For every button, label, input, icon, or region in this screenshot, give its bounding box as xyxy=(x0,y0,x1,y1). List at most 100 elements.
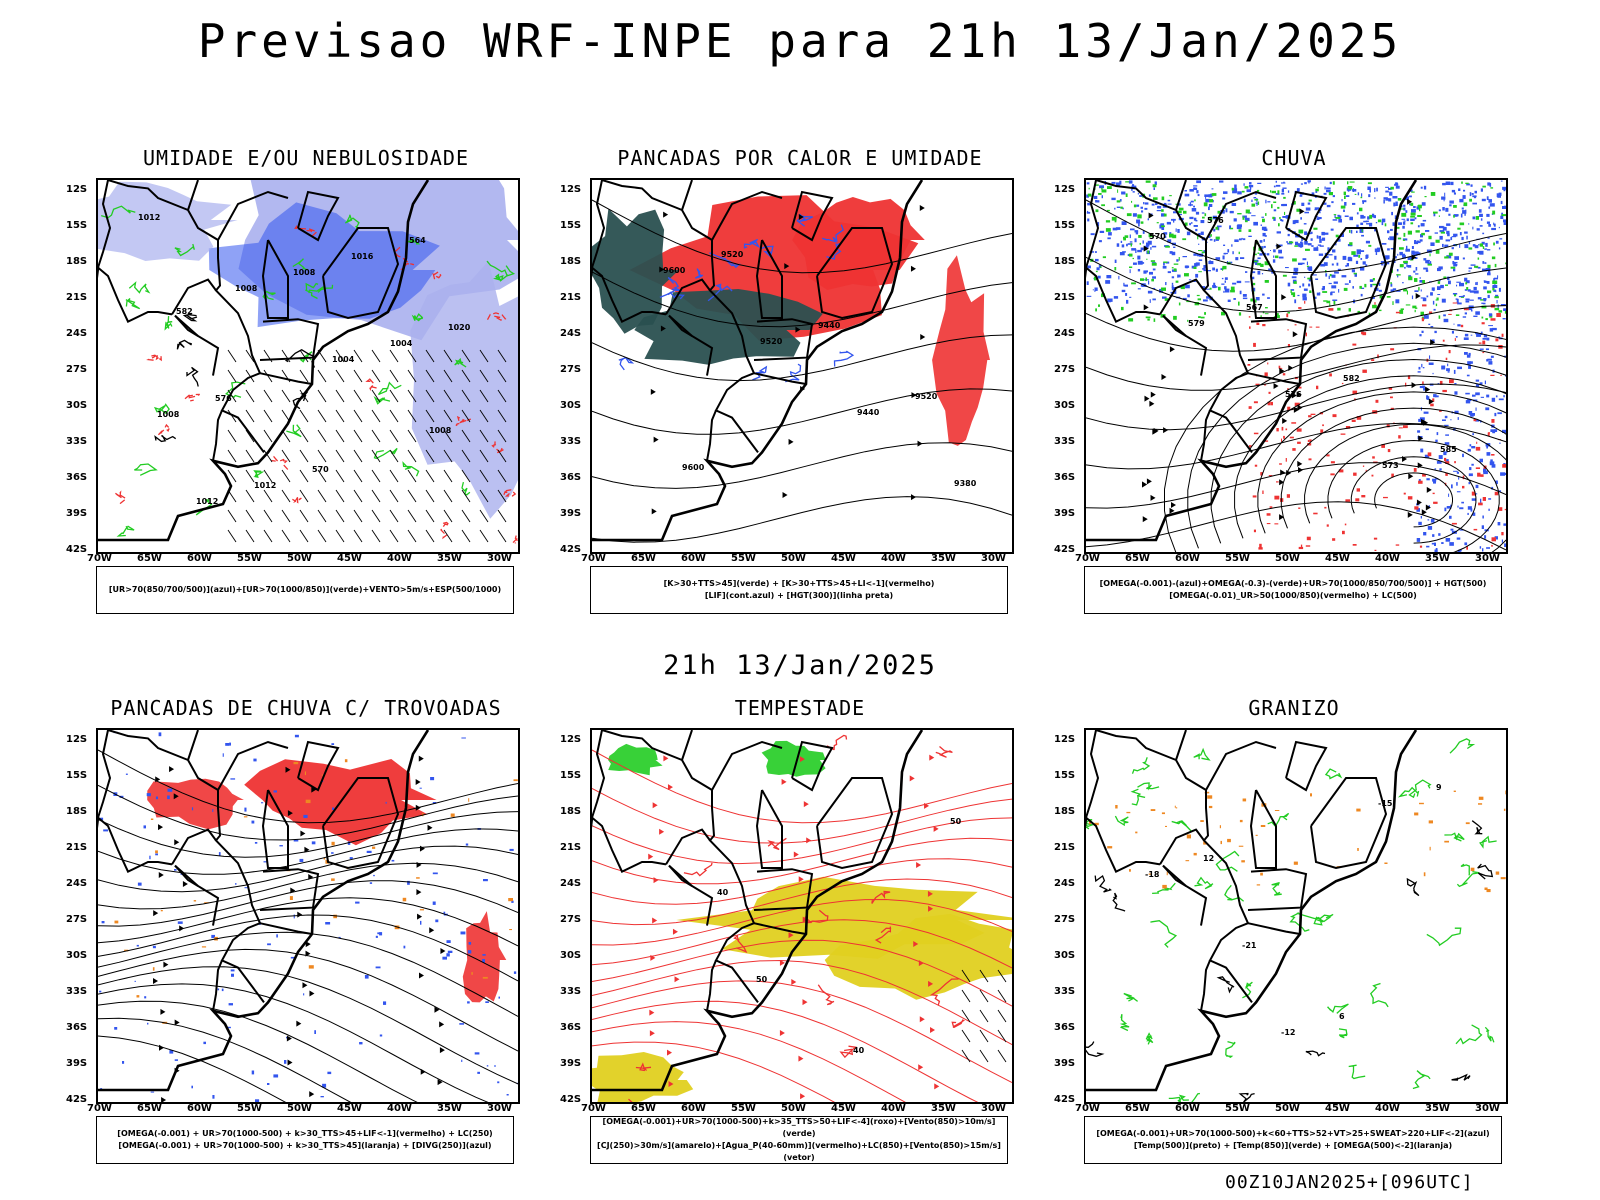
omega-ascent xyxy=(1434,542,1436,546)
political-border xyxy=(1086,816,1161,873)
omega500-strong xyxy=(1242,798,1247,802)
rain-humid-ascent xyxy=(1451,522,1457,525)
omega-ascent xyxy=(1347,188,1350,192)
omega-ascent xyxy=(1469,361,1473,364)
omega-strong-ascent xyxy=(1145,316,1151,319)
latitude-tick-label: 42S xyxy=(560,544,582,555)
longitude-tick-label: 50W xyxy=(1275,553,1300,564)
low-level-humidity-contour xyxy=(308,284,334,294)
omega-ascent xyxy=(1497,194,1501,198)
rain-humid-ascent xyxy=(1466,546,1468,550)
streamline-850-arrow xyxy=(919,1016,925,1023)
streamline-850-arrow xyxy=(663,755,669,762)
omega-ascent xyxy=(1468,352,1471,356)
streamline-850-arrow xyxy=(791,979,797,986)
omega-ascent xyxy=(1410,218,1415,221)
omega-strong-ascent xyxy=(1377,219,1382,223)
omega-ascent xyxy=(1451,236,1457,238)
rain-humid-ascent xyxy=(1253,401,1258,404)
omega-ascent xyxy=(1420,234,1423,238)
omega500-strong xyxy=(1200,820,1204,822)
rain-humid-ascent xyxy=(1490,374,1495,376)
omega-ascent xyxy=(1481,302,1484,304)
omega500-strong xyxy=(1094,822,1099,826)
omega-ascent xyxy=(1500,215,1504,219)
omega-ascent xyxy=(1479,546,1482,549)
omega-ascent xyxy=(1469,299,1474,301)
wind-vector xyxy=(371,349,381,363)
streamline-250-arrow xyxy=(309,1091,315,1098)
omega-ascent xyxy=(1171,276,1175,279)
omega-ascent xyxy=(1422,367,1425,369)
omega-ascent xyxy=(1411,209,1416,213)
omega-ascent xyxy=(1457,417,1459,420)
latitude-tick-label: 36S xyxy=(66,472,88,483)
omega-ascent xyxy=(1395,185,1400,189)
rain-humid-ascent xyxy=(1320,429,1324,433)
omega-strong-ascent xyxy=(1317,187,1319,189)
omega-ascent xyxy=(1468,482,1471,485)
omega-ascent xyxy=(1257,257,1261,260)
streamline-250 xyxy=(98,1035,287,1102)
omega-ascent xyxy=(1416,206,1420,210)
omega-ascent xyxy=(1187,294,1190,298)
omega-ascent xyxy=(1480,331,1483,335)
omega-ascent xyxy=(1130,228,1135,231)
omega-strong-ascent xyxy=(1490,187,1494,189)
longitude-tick-label: 35W xyxy=(931,553,956,564)
omega-ascent xyxy=(1111,181,1116,184)
omega-strong-ascent xyxy=(1333,214,1337,216)
thunderstorm-showers-legend: [OMEGA(-0.001) + UR>70(1000-500) + k>30_… xyxy=(96,1116,514,1164)
divergence-250 xyxy=(251,820,255,824)
wind-vector xyxy=(461,409,471,423)
streamline-850 xyxy=(592,1021,906,1102)
divergence-250 xyxy=(482,959,485,963)
contour-label: 9520 xyxy=(721,250,744,259)
wind-vector xyxy=(299,529,309,543)
omega500-strong xyxy=(1484,887,1488,890)
omega-ascent xyxy=(1086,182,1090,185)
hgt500-contour xyxy=(1187,342,1506,549)
divergence-250 xyxy=(369,882,373,884)
omega-ascent xyxy=(1154,181,1157,185)
omega-strong-ascent xyxy=(1148,233,1153,238)
omega-ascent xyxy=(1360,266,1365,271)
wind-vector xyxy=(353,449,363,463)
streamline-850-arrow xyxy=(806,837,812,844)
wind-vector xyxy=(425,509,435,523)
omega-ascent xyxy=(1253,197,1257,199)
omega-strong-ascent xyxy=(1265,307,1268,309)
contour-label: 9520 xyxy=(915,392,938,401)
precipitable-water-contour xyxy=(767,837,787,851)
divergence-250 xyxy=(144,996,147,999)
temp850-contour xyxy=(1426,927,1462,947)
omega-ascent xyxy=(1166,221,1171,225)
rain-humid-ascent xyxy=(1488,432,1490,434)
rain-humid-ascent xyxy=(1266,513,1271,516)
omega-ascent xyxy=(1397,253,1399,256)
divergence-250 xyxy=(231,973,234,977)
temp850-contour xyxy=(1271,881,1282,896)
omega-ascent xyxy=(1323,262,1328,266)
omega-ascent xyxy=(1469,444,1472,447)
omega-ascent xyxy=(1273,185,1276,188)
omega-ascent xyxy=(1319,292,1321,295)
hgt300-contour xyxy=(592,442,1012,489)
omega-strong-ascent xyxy=(1390,282,1392,285)
streamline-850 xyxy=(592,749,1012,824)
omega-ascent xyxy=(1438,455,1443,459)
wind-vector xyxy=(335,529,345,543)
low-level-humidity-contour xyxy=(411,313,424,322)
omega-ascent xyxy=(1456,482,1458,486)
omega-ascent xyxy=(1282,203,1287,207)
omega-strong-ascent xyxy=(1116,200,1121,203)
omega-ascent xyxy=(1235,257,1239,261)
omega-strong-ascent xyxy=(1482,185,1486,188)
omega-ascent xyxy=(1115,227,1121,230)
wind-vector xyxy=(461,509,471,523)
contour-label: 1004 xyxy=(332,355,355,364)
wind-vector xyxy=(425,529,435,543)
omega-ascent xyxy=(1489,328,1494,332)
rain-humid-ascent xyxy=(1262,490,1264,494)
wind-vector xyxy=(961,1049,971,1063)
